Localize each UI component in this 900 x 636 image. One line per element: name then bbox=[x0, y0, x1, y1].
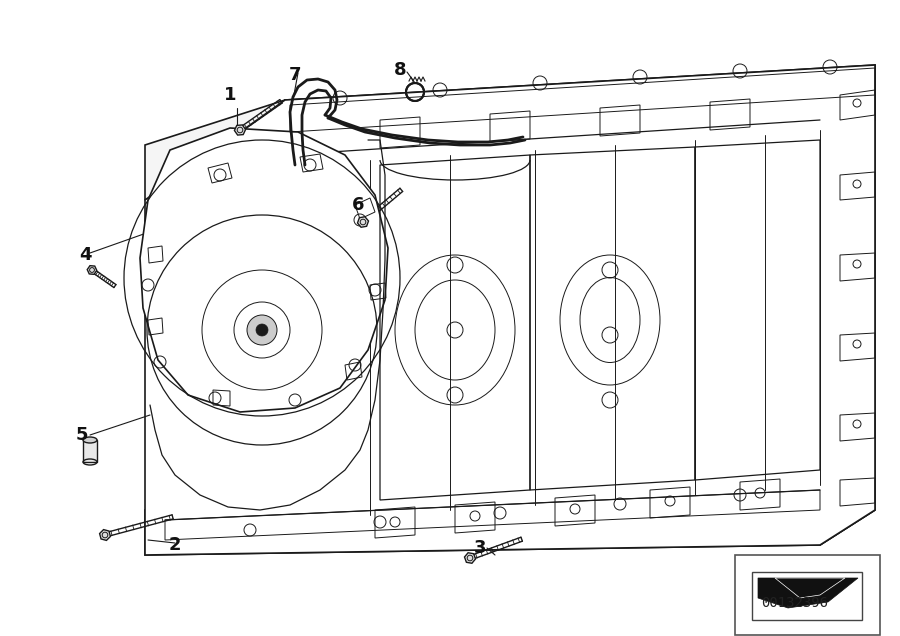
Circle shape bbox=[256, 324, 268, 336]
Text: 6: 6 bbox=[352, 196, 365, 214]
Polygon shape bbox=[820, 65, 875, 545]
Polygon shape bbox=[145, 510, 875, 555]
Text: 2: 2 bbox=[169, 536, 181, 554]
Polygon shape bbox=[87, 266, 97, 274]
Text: 5: 5 bbox=[76, 426, 88, 444]
Polygon shape bbox=[758, 578, 858, 608]
Text: 1: 1 bbox=[224, 86, 236, 104]
FancyBboxPatch shape bbox=[735, 555, 880, 635]
Text: 4: 4 bbox=[79, 246, 91, 264]
Polygon shape bbox=[234, 125, 246, 135]
Text: 7: 7 bbox=[289, 66, 302, 84]
Polygon shape bbox=[145, 100, 285, 200]
Polygon shape bbox=[285, 65, 875, 155]
Polygon shape bbox=[464, 553, 475, 563]
Polygon shape bbox=[357, 217, 368, 227]
Circle shape bbox=[247, 315, 277, 345]
Polygon shape bbox=[83, 440, 97, 462]
Ellipse shape bbox=[83, 437, 97, 443]
Text: 8: 8 bbox=[393, 61, 406, 79]
Text: 00132396: 00132396 bbox=[761, 596, 829, 610]
Polygon shape bbox=[140, 128, 388, 412]
Polygon shape bbox=[100, 530, 111, 541]
Polygon shape bbox=[145, 65, 875, 555]
Text: 3: 3 bbox=[473, 539, 486, 557]
